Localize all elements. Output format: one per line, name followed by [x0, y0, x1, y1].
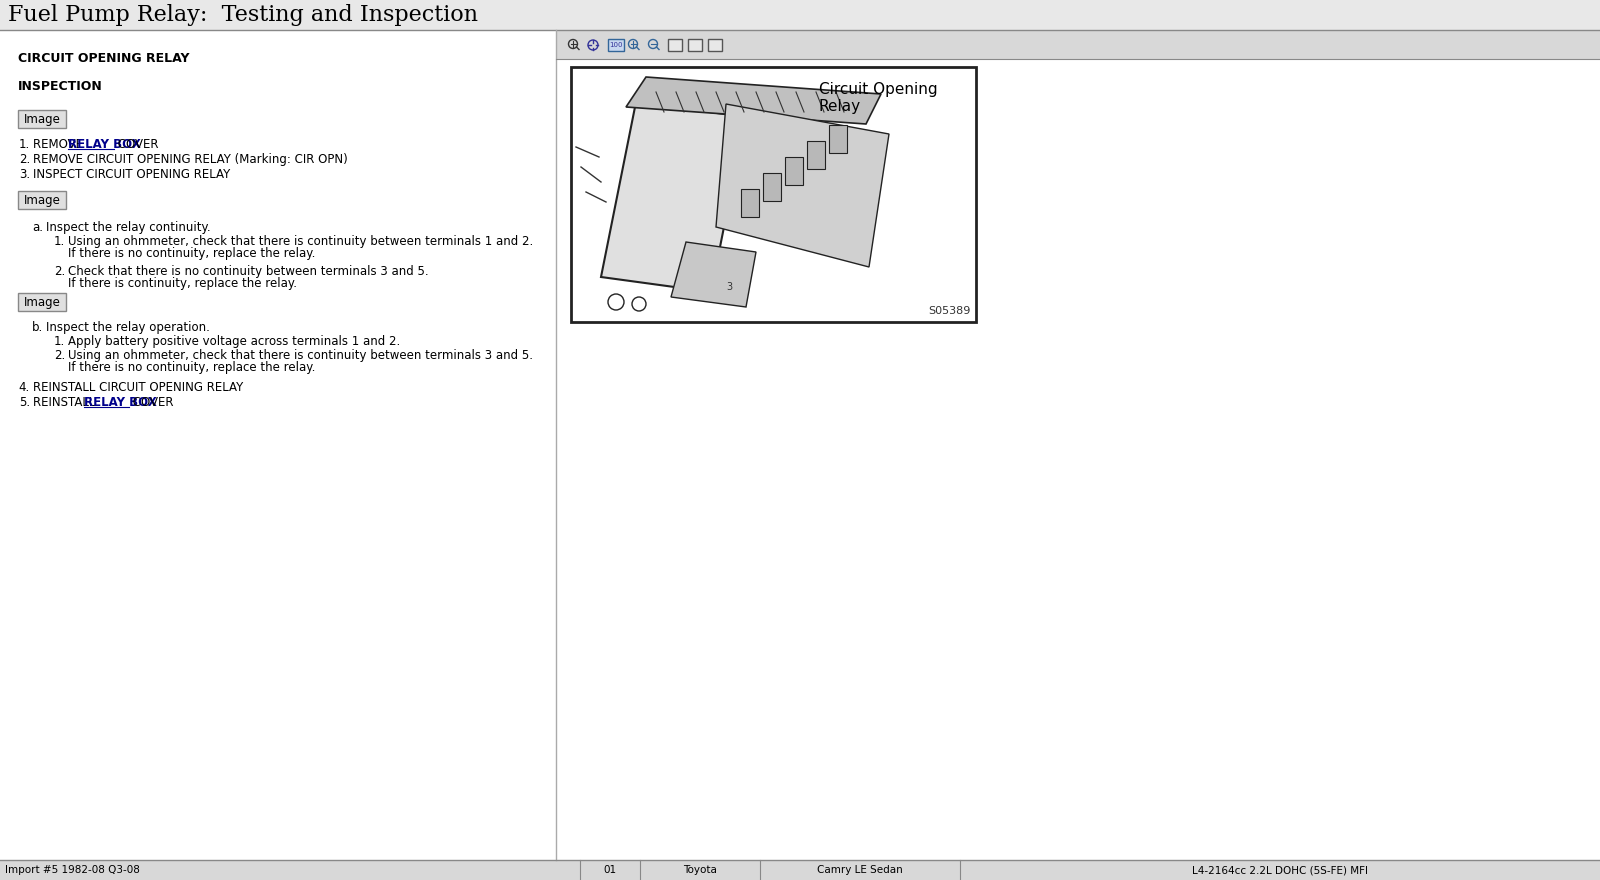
Text: a.: a. — [32, 221, 43, 234]
Text: COVER: COVER — [130, 396, 173, 409]
Text: REMOVE CIRCUIT OPENING RELAY (Marking: CIR OPN): REMOVE CIRCUIT OPENING RELAY (Marking: C… — [34, 153, 347, 166]
Text: Using an ohmmeter, check that there is continuity between terminals 3 and 5.: Using an ohmmeter, check that there is c… — [67, 349, 533, 362]
Text: Image: Image — [24, 113, 61, 126]
Text: REMOVE: REMOVE — [34, 138, 86, 151]
Text: Image: Image — [24, 296, 61, 309]
FancyBboxPatch shape — [18, 191, 66, 209]
Polygon shape — [626, 77, 882, 124]
Text: 1.: 1. — [54, 235, 66, 248]
Bar — [0, 0, 1600, 30]
FancyBboxPatch shape — [18, 110, 66, 128]
Text: 1.: 1. — [54, 335, 66, 348]
Text: 2.: 2. — [54, 265, 66, 278]
Text: 2.: 2. — [54, 349, 66, 362]
Text: RELAY BOX: RELAY BOX — [83, 396, 157, 409]
Polygon shape — [670, 242, 757, 307]
Text: 01: 01 — [603, 865, 616, 875]
Bar — [763, 173, 781, 201]
Text: Circuit Opening
Relay: Circuit Opening Relay — [819, 82, 938, 114]
Text: b.: b. — [32, 321, 43, 334]
Text: S05389: S05389 — [928, 306, 971, 316]
Text: If there is continuity, replace the relay.: If there is continuity, replace the rela… — [67, 277, 298, 290]
Bar — [0, 860, 1600, 880]
Bar — [786, 157, 803, 185]
FancyBboxPatch shape — [18, 293, 66, 311]
Text: If there is no continuity, replace the relay.: If there is no continuity, replace the r… — [67, 361, 315, 374]
Polygon shape — [717, 104, 890, 267]
Text: Inspect the relay continuity.: Inspect the relay continuity. — [46, 221, 211, 234]
Text: L4-2164cc 2.2L DOHC (5S-FE) MFI: L4-2164cc 2.2L DOHC (5S-FE) MFI — [1192, 865, 1368, 875]
Text: COVER: COVER — [114, 138, 158, 151]
Bar — [688, 39, 702, 51]
Bar — [669, 39, 682, 51]
Text: 3.: 3. — [19, 168, 30, 181]
Text: Using an ohmmeter, check that there is continuity between terminals 1 and 2.: Using an ohmmeter, check that there is c… — [67, 235, 533, 248]
Text: Apply battery positive voltage across terminals 1 and 2.: Apply battery positive voltage across te… — [67, 335, 400, 348]
Text: INSPECTION: INSPECTION — [18, 80, 102, 93]
Text: 3: 3 — [726, 282, 733, 292]
Text: RELAY BOX: RELAY BOX — [69, 138, 141, 151]
Bar — [557, 31, 1600, 59]
Text: REINSTALL CIRCUIT OPENING RELAY: REINSTALL CIRCUIT OPENING RELAY — [34, 381, 243, 394]
Text: 5.: 5. — [19, 396, 30, 409]
Text: Import #5 1982-08 Q3-08: Import #5 1982-08 Q3-08 — [5, 865, 139, 875]
Text: Inspect the relay operation.: Inspect the relay operation. — [46, 321, 210, 334]
Text: CIRCUIT OPENING RELAY: CIRCUIT OPENING RELAY — [18, 52, 189, 65]
Text: Image: Image — [24, 194, 61, 207]
Bar — [571, 67, 976, 322]
Bar — [829, 125, 846, 153]
Text: Toyota: Toyota — [683, 865, 717, 875]
Text: Fuel Pump Relay:  Testing and Inspection: Fuel Pump Relay: Testing and Inspection — [8, 4, 478, 26]
Text: Camry LE Sedan: Camry LE Sedan — [818, 865, 902, 875]
Bar — [608, 39, 624, 51]
Text: Check that there is no continuity between terminals 3 and 5.: Check that there is no continuity betwee… — [67, 265, 429, 278]
Text: 1.: 1. — [19, 138, 30, 151]
Text: REINSTALL: REINSTALL — [34, 396, 99, 409]
Text: INSPECT CIRCUIT OPENING RELAY: INSPECT CIRCUIT OPENING RELAY — [34, 168, 230, 181]
Polygon shape — [602, 102, 746, 292]
Text: 4.: 4. — [19, 381, 30, 394]
Text: If there is no continuity, replace the relay.: If there is no continuity, replace the r… — [67, 247, 315, 260]
Bar — [707, 39, 722, 51]
Bar — [741, 189, 758, 217]
Text: 100: 100 — [610, 42, 622, 48]
Text: 2.: 2. — [19, 153, 30, 166]
Bar — [806, 141, 826, 169]
